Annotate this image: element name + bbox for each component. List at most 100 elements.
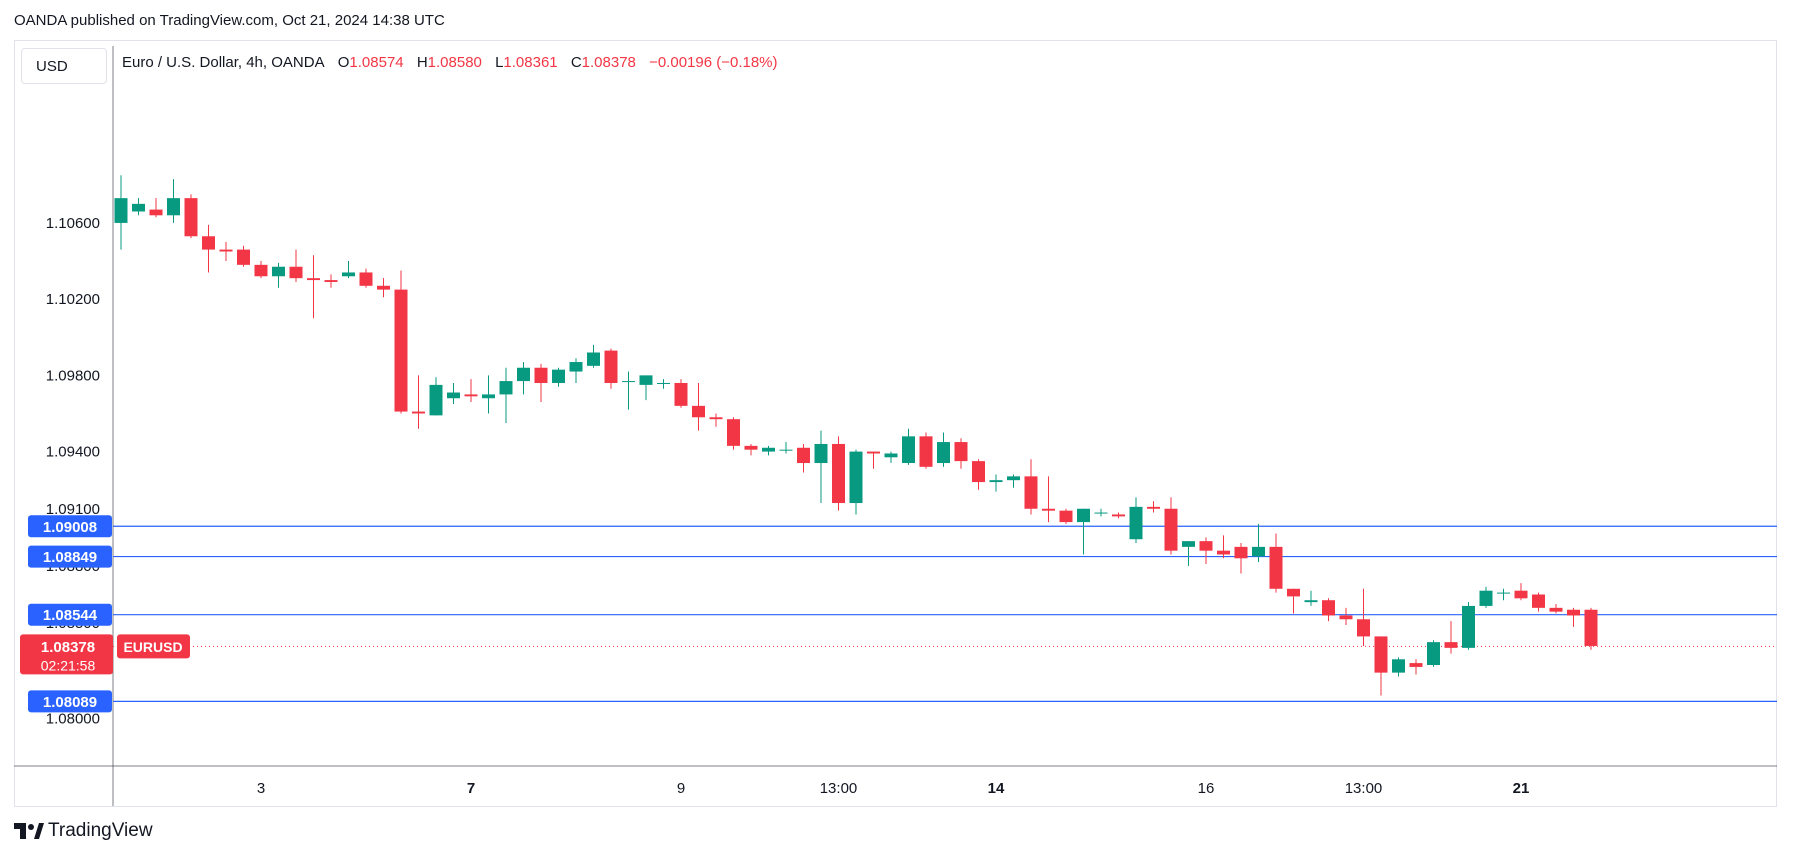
candle[interactable]: [657, 379, 670, 389]
candle[interactable]: [587, 344, 600, 368]
candle[interactable]: [1042, 476, 1055, 523]
symbol-title[interactable]: Euro / U.S. Dollar, 4h, OANDA: [122, 54, 325, 71]
candle-body: [1549, 607, 1563, 612]
candle[interactable]: [1129, 497, 1143, 544]
close-value: 1.08378: [581, 54, 636, 71]
candle[interactable]: [1007, 474, 1020, 488]
candle[interactable]: [552, 367, 565, 387]
candle[interactable]: [324, 274, 338, 288]
candle-body: [814, 443, 828, 464]
candle[interactable]: [1427, 640, 1440, 667]
candle[interactable]: [1112, 512, 1125, 519]
candle[interactable]: [307, 255, 320, 319]
candle[interactable]: [989, 474, 1003, 492]
candle[interactable]: [1269, 533, 1283, 593]
candle[interactable]: [394, 270, 408, 414]
candle[interactable]: [184, 194, 198, 239]
candle[interactable]: [114, 175, 128, 250]
candle[interactable]: [1462, 602, 1475, 650]
hline-label-box: [28, 690, 112, 713]
candle[interactable]: [639, 375, 653, 401]
candle[interactable]: [499, 367, 513, 423]
candle[interactable]: [534, 363, 548, 403]
candle[interactable]: [1024, 459, 1038, 515]
candle[interactable]: [1217, 535, 1230, 559]
candle[interactable]: [1567, 607, 1580, 627]
candle[interactable]: [762, 445, 775, 456]
candle[interactable]: [149, 198, 163, 218]
candle[interactable]: [1479, 586, 1493, 608]
candle[interactable]: [1409, 659, 1423, 675]
candle[interactable]: [849, 449, 863, 515]
candle[interactable]: [167, 179, 180, 223]
candle[interactable]: [429, 377, 443, 416]
candle[interactable]: [254, 261, 268, 279]
currency-button[interactable]: USD: [21, 48, 107, 84]
candle[interactable]: [1584, 607, 1598, 650]
candle[interactable]: [1182, 541, 1195, 566]
hline-price-label: 1.08849: [43, 549, 97, 566]
candle[interactable]: [1532, 592, 1545, 612]
candle[interactable]: [867, 451, 880, 469]
candle[interactable]: [972, 459, 985, 490]
candle[interactable]: [1059, 508, 1073, 524]
candle[interactable]: [1234, 543, 1248, 574]
candle[interactable]: [674, 379, 688, 408]
candle[interactable]: [447, 382, 460, 404]
candle[interactable]: [202, 224, 215, 273]
candle[interactable]: [1304, 590, 1318, 606]
candle[interactable]: [1287, 588, 1300, 614]
candle[interactable]: [1392, 657, 1405, 677]
candle[interactable]: [1077, 508, 1090, 555]
candle[interactable]: [814, 430, 828, 504]
candle[interactable]: [289, 249, 303, 282]
candle[interactable]: [342, 261, 355, 279]
candle[interactable]: [1514, 583, 1528, 601]
candle[interactable]: [517, 362, 530, 395]
candle-body: [937, 442, 950, 464]
candle[interactable]: [884, 451, 898, 464]
candle[interactable]: [359, 268, 373, 288]
candle[interactable]: [377, 278, 390, 298]
candle[interactable]: [412, 375, 425, 429]
candle[interactable]: [692, 382, 705, 431]
candle[interactable]: [1339, 607, 1353, 625]
candle[interactable]: [219, 241, 233, 262]
candle[interactable]: [569, 358, 583, 383]
candle[interactable]: [1094, 508, 1108, 517]
published-line: OANDA published on TradingView.com, Oct …: [14, 12, 445, 29]
candle[interactable]: [727, 417, 740, 450]
candle[interactable]: [1199, 537, 1213, 565]
candle[interactable]: [1147, 501, 1160, 513]
candle[interactable]: [1357, 588, 1370, 646]
candle[interactable]: [1549, 604, 1563, 614]
candle[interactable]: [744, 443, 758, 456]
candle[interactable]: [622, 371, 635, 410]
candle[interactable]: [902, 428, 915, 465]
candle[interactable]: [272, 262, 285, 288]
candle[interactable]: [1444, 621, 1458, 654]
candle[interactable]: [482, 375, 495, 414]
tradingview-brand[interactable]: TradingView: [14, 820, 153, 842]
candle[interactable]: [1322, 598, 1335, 622]
candle[interactable]: [604, 348, 618, 389]
candle[interactable]: [937, 432, 950, 467]
price-labels: 1.09008 1.08849 1.08544 1.08089 1.0837802:21…: [20, 515, 190, 713]
candle[interactable]: [709, 413, 723, 427]
candle[interactable]: [1497, 588, 1510, 601]
candle[interactable]: [832, 436, 845, 511]
candle[interactable]: [1164, 497, 1178, 555]
last-price-label: 1.08378: [41, 639, 95, 656]
candle[interactable]: [237, 245, 250, 267]
candle[interactable]: [919, 432, 933, 469]
candle[interactable]: [1252, 523, 1265, 563]
candle[interactable]: [132, 198, 145, 216]
open-value: 1.08574: [349, 54, 404, 71]
candle[interactable]: [464, 379, 478, 403]
candle[interactable]: [954, 438, 968, 469]
candle[interactable]: [1374, 636, 1388, 696]
candle-body: [1234, 546, 1248, 559]
candle[interactable]: [797, 443, 810, 473]
candle[interactable]: [779, 442, 793, 454]
